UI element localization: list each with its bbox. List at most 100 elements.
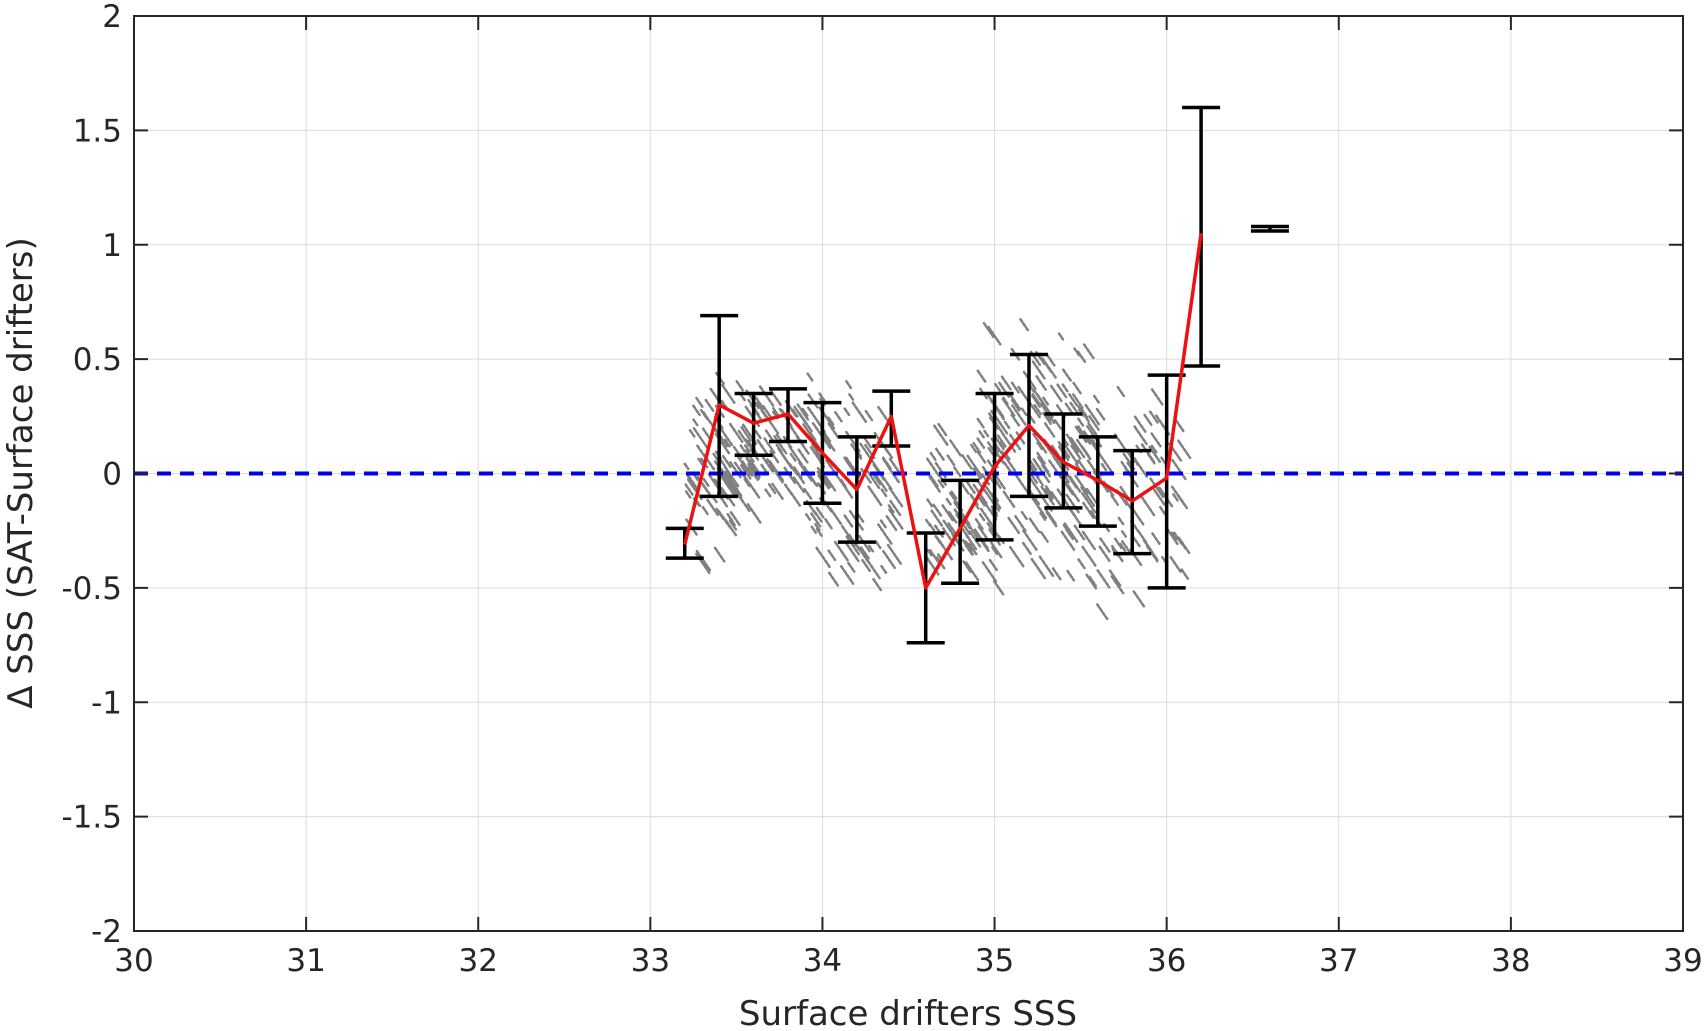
- scatter-point: [1149, 477, 1165, 499]
- scatter-point: [1119, 485, 1129, 498]
- error-bar: [1250, 224, 1289, 233]
- y-axis-ticks: -2 -1.5 -1 -0.5 0 0.5 1 1.5 2: [62, 0, 1683, 950]
- scatter-point: [978, 430, 985, 439]
- scatter-point: [886, 543, 902, 565]
- scatter-point: [744, 444, 751, 453]
- scatter-point: [824, 518, 833, 530]
- scatter-point: [783, 466, 798, 486]
- scatter-point: [1030, 557, 1047, 581]
- scatter-point: [827, 549, 837, 562]
- scatter-point: [982, 542, 989, 551]
- scatter-point: [692, 427, 709, 450]
- scatter-point: [964, 540, 973, 552]
- scatter-point: [977, 525, 989, 541]
- scatter-point: [721, 383, 736, 404]
- scatter-point: [1096, 569, 1111, 589]
- scatter-point: [1066, 569, 1076, 582]
- scatter-point: [814, 522, 821, 532]
- scatter-point: [1133, 415, 1148, 434]
- scatter-point: [695, 396, 704, 408]
- scatter-point: [838, 478, 854, 499]
- scatter-point: [961, 454, 973, 470]
- scatter-point: [767, 483, 777, 495]
- scatter-point: [815, 506, 825, 519]
- scatter-point: [1063, 522, 1079, 543]
- scatter-point: [1029, 477, 1044, 498]
- scatter-point: [726, 475, 743, 498]
- mean-line: [683, 233, 1203, 590]
- scatter-point: [949, 439, 963, 458]
- scatter-point: [1121, 540, 1131, 554]
- scatter-point: [1139, 494, 1156, 517]
- scatter-point: [966, 454, 979, 472]
- x-tick-label: 34: [803, 943, 842, 979]
- scatter-point: [1014, 515, 1027, 532]
- scatter-point: [926, 498, 935, 509]
- scatter-point: [1039, 530, 1049, 543]
- scatter-point: [713, 546, 726, 563]
- x-axis-label: Surface drifters SSS: [739, 994, 1077, 1031]
- y-tick-label: 2: [102, 0, 122, 35]
- x-tick-label: 36: [1147, 943, 1186, 979]
- scatter-point: [1097, 450, 1113, 474]
- scatter-point: [979, 507, 997, 531]
- scatter-point: [688, 429, 696, 438]
- scatter-point: [967, 542, 978, 556]
- scatter-point: [840, 565, 855, 585]
- scatter-point: [887, 504, 896, 515]
- scatter-point: [834, 411, 843, 423]
- scatter-point: [1160, 456, 1167, 465]
- scatter-point: [848, 393, 855, 401]
- scatter-point: [1031, 360, 1046, 380]
- scatter-point: [1116, 385, 1126, 398]
- scatter-point: [1110, 575, 1125, 595]
- scatter-point: [1137, 530, 1147, 543]
- scatter-point: [976, 417, 985, 429]
- scatter-point: [981, 486, 995, 504]
- scatter-point: [937, 479, 945, 489]
- x-tick-label: 30: [114, 943, 153, 979]
- x-tick-label: 35: [975, 943, 1014, 979]
- scatter-point: [929, 549, 941, 565]
- scatter-point: [1096, 603, 1109, 621]
- scatter-point: [1082, 343, 1095, 360]
- scatter-point: [772, 407, 780, 418]
- scatter-point: [981, 561, 998, 584]
- scatter-point: [1117, 516, 1125, 526]
- scatter-point: [827, 422, 840, 439]
- scatter-point: [1028, 400, 1042, 419]
- scatter-point: [1049, 384, 1063, 403]
- x-tick-label: 39: [1663, 943, 1702, 979]
- scatter-point: [1010, 413, 1021, 428]
- scatter-point: [760, 463, 769, 474]
- scatter-point: [1051, 567, 1063, 582]
- y-tick-label: 1.5: [73, 113, 122, 149]
- scatter-point: [728, 422, 744, 443]
- scatter-point: [1085, 573, 1098, 590]
- scatter-point: [684, 483, 694, 496]
- scatter-point: [1082, 430, 1098, 451]
- scatter-point: [941, 504, 954, 522]
- scatter-point: [1110, 494, 1120, 506]
- scatter-point: [1077, 459, 1088, 473]
- scatter-point: [1031, 394, 1042, 410]
- scatter-point: [1113, 537, 1123, 550]
- scatter-point: [866, 560, 881, 580]
- scatter-point: [1037, 456, 1050, 474]
- error-bar: [1147, 373, 1186, 590]
- scatter-point: [1080, 486, 1096, 507]
- scatter-point: [1020, 510, 1029, 522]
- scatter-point: [880, 564, 889, 576]
- scatter-point: [1036, 441, 1044, 451]
- scatter-point: [1172, 493, 1179, 502]
- scatter-point: [1170, 531, 1178, 541]
- scatter-point: [737, 429, 751, 448]
- scatter-point: [1119, 542, 1127, 553]
- scatter-point: [796, 403, 810, 421]
- scatter-point: [962, 560, 972, 573]
- scatter-point: [1088, 575, 1097, 587]
- x-axis-ticks: 30 31 32 33 34 35 36 37 38 39: [114, 16, 1703, 979]
- scatter-point: [775, 472, 784, 484]
- scatter-point: [1036, 393, 1051, 414]
- scatter-point: [859, 546, 871, 561]
